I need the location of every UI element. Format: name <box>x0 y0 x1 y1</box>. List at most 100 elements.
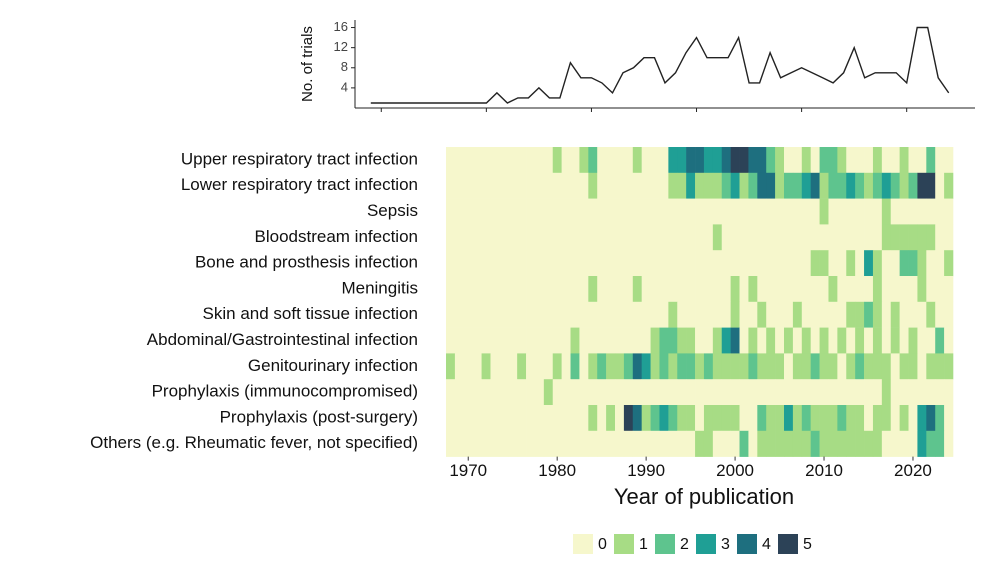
heat-cell <box>828 379 838 406</box>
heat-cell <box>650 301 660 328</box>
heat-cell <box>668 224 678 251</box>
heat-cell <box>846 224 856 251</box>
heat-cell <box>579 147 589 174</box>
heat-cell <box>570 147 580 174</box>
heat-cell <box>570 198 580 225</box>
heat-cell <box>855 301 865 328</box>
heat-cell <box>668 147 678 174</box>
heat-cell <box>677 224 687 251</box>
heat-cell <box>721 276 731 303</box>
heat-cell <box>490 224 500 251</box>
heat-cell <box>881 224 892 251</box>
row-label: Others (e.g. Rheumatic fever, not specif… <box>90 433 418 452</box>
heat-cell <box>481 172 491 199</box>
heat-cell <box>855 405 865 432</box>
heat-cell <box>837 327 847 354</box>
heat-cell <box>446 430 456 457</box>
heat-cell <box>784 353 794 380</box>
heat-cell <box>632 430 642 457</box>
heat-cell <box>499 301 509 328</box>
heat-cell <box>944 301 954 328</box>
heat-cell <box>739 430 749 457</box>
heat-cell <box>606 172 616 199</box>
heat-cell <box>837 379 847 406</box>
heat-cell <box>944 147 954 174</box>
heat-cell <box>499 327 509 354</box>
heat-cell <box>864 327 874 354</box>
heat-cell <box>712 379 723 406</box>
heat-cell <box>899 430 909 457</box>
heat-cell <box>526 430 536 457</box>
heat-cell <box>872 353 883 380</box>
heat-cell <box>472 405 482 432</box>
heat-cell <box>757 250 767 277</box>
heat-cell <box>819 172 829 199</box>
heat-cell <box>659 327 669 354</box>
heat-cell <box>703 276 714 303</box>
heat-cell <box>784 172 794 199</box>
heat-cell <box>872 430 883 457</box>
heat-cell <box>846 276 856 303</box>
heat-cell <box>579 379 589 406</box>
heat-cell <box>526 276 536 303</box>
heat-cell <box>588 276 598 303</box>
heat-cell <box>686 250 696 277</box>
heat-cell <box>526 198 536 225</box>
heat-cell <box>819 224 829 251</box>
heat-cell <box>454 353 465 380</box>
heat-cell <box>615 224 625 251</box>
heat-cell <box>810 405 820 432</box>
heat-cell <box>659 405 669 432</box>
heat-cell <box>561 172 571 199</box>
heat-cell <box>855 327 865 354</box>
heat-cell <box>775 276 785 303</box>
heat-cell <box>579 224 589 251</box>
heat-cell <box>801 430 811 457</box>
heat-cell <box>650 353 660 380</box>
heat-cell <box>775 430 785 457</box>
heat-cell <box>855 276 865 303</box>
heat-cell <box>828 172 838 199</box>
heat-cell <box>757 405 767 432</box>
heat-cell <box>837 147 847 174</box>
heat-cell <box>792 198 803 225</box>
heat-cell <box>454 327 465 354</box>
heat-cell <box>801 379 811 406</box>
heat-cell <box>881 198 892 225</box>
heat-cell <box>748 379 758 406</box>
heat-cell <box>481 250 491 277</box>
heat-cell <box>623 430 634 457</box>
heat-cell <box>784 250 794 277</box>
heat-cell <box>632 172 642 199</box>
heat-cell <box>739 147 749 174</box>
heat-cell <box>935 276 945 303</box>
legend-swatch <box>778 534 798 554</box>
heat-cell <box>721 353 731 380</box>
heat-cell <box>810 276 820 303</box>
heat-cell <box>552 301 562 328</box>
heat-cell <box>935 379 945 406</box>
heat-cell <box>534 301 545 328</box>
heat-cell <box>526 172 536 199</box>
heat-cell <box>472 353 482 380</box>
heat-cell <box>846 301 856 328</box>
heat-cell <box>463 147 473 174</box>
heat-cell <box>534 172 545 199</box>
heat-cell <box>881 327 892 354</box>
heat-cell <box>828 327 838 354</box>
heat-cell <box>899 224 909 251</box>
heat-cell <box>490 327 500 354</box>
heat-cell <box>570 430 580 457</box>
heat-cell <box>792 327 803 354</box>
heat-cell <box>775 353 785 380</box>
heat-cell <box>775 301 785 328</box>
heat-cell <box>899 172 909 199</box>
heat-cell <box>668 250 678 277</box>
heat-cell <box>597 250 607 277</box>
heat-cell <box>935 250 945 277</box>
heat-cell <box>748 430 758 457</box>
heat-cell <box>463 430 473 457</box>
heat-cell <box>543 327 554 354</box>
heat-cell <box>855 147 865 174</box>
heat-cell <box>712 301 723 328</box>
